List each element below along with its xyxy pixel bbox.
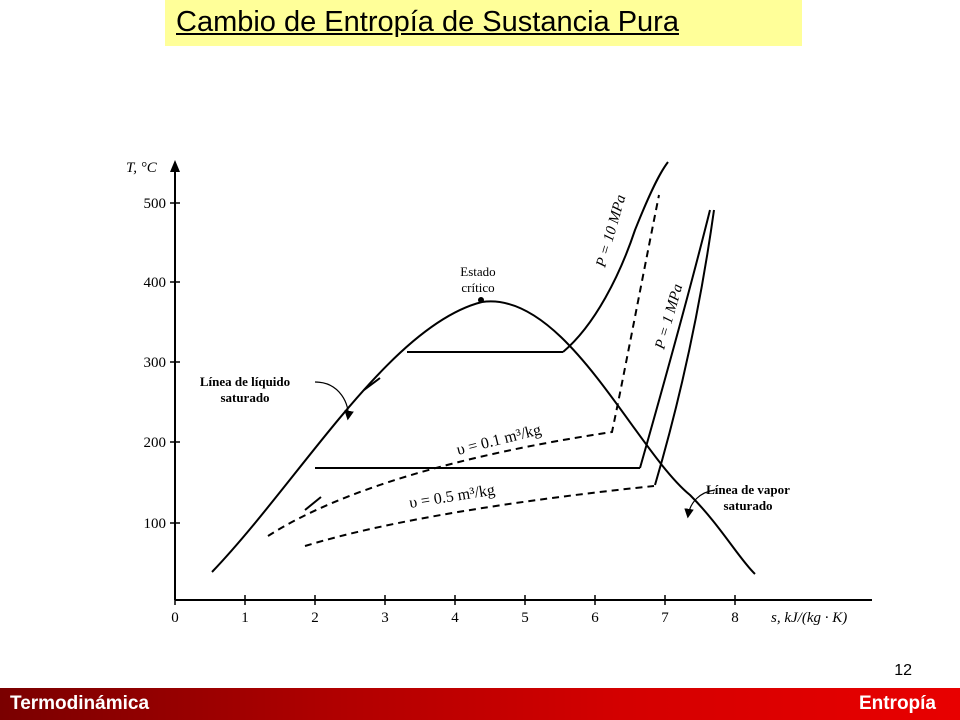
x-tick-label: 7 [661,610,669,626]
footer-course-title: Termodinámica [10,693,150,714]
y-axis-label: T, °C [126,160,158,176]
isochore-0-5 [304,485,655,547]
saturated-liquid-label: saturado [220,390,269,405]
x-tick-label: 3 [381,610,389,626]
saturated-vapor-leader [684,489,716,519]
y-tick-label: 200 [144,435,167,451]
critical-point-marker [478,297,484,303]
axes: 100 200 300 400 500 T, °C 0 1 2 3 4 5 6 … [126,160,872,626]
isobar-liquid-left-segment [363,377,381,391]
saturation-dome [211,300,756,575]
x-axis-label: s, kJ/(kg · K) [771,610,847,626]
footer-topic: Entropía [858,693,936,714]
page-number: 12 [894,662,912,679]
x-tick-label: 1 [241,610,249,626]
x-tick-label: 4 [451,610,459,626]
isobar-10mpa-left-segment [304,496,322,511]
x-tick-label: 8 [731,610,739,626]
x-tick-label: 2 [311,610,319,626]
y-tick-label: 500 [144,196,167,212]
ts-diagram: 100 200 300 400 500 T, °C 0 1 2 3 4 5 6 … [60,150,900,640]
critical-state-label: Estado [460,264,495,279]
y-tick-label: 300 [144,355,167,371]
x-tick-label: 6 [591,610,599,626]
x-tick-label: 5 [521,610,529,626]
footer-bar: Termodinámica Entropía [0,688,960,720]
saturated-vapor-label: saturado [723,498,772,513]
title-banner [165,0,802,46]
isobar-10mpa-superheated [562,161,669,353]
isobar-superheated-line [654,209,715,486]
isochore-0-1 [267,194,660,537]
saturated-liquid-leader [314,381,354,421]
saturated-vapor-label: Línea de vapor [706,482,790,497]
y-tick-label: 400 [144,275,167,291]
critical-state-label: crítico [461,280,494,295]
x-tick-label: 0 [171,610,179,626]
saturated-liquid-label: Línea de líquido [200,374,290,389]
slide-title: Cambio de Entropía de Sustancia Pura [176,6,679,38]
isobar-1mpa-superheated [639,209,711,469]
y-axis-arrow [170,160,180,172]
y-tick-label: 100 [144,516,167,532]
